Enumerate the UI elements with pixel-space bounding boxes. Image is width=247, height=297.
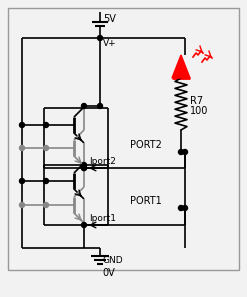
Circle shape bbox=[82, 165, 86, 170]
Circle shape bbox=[183, 149, 187, 154]
Circle shape bbox=[82, 103, 86, 108]
Text: GND: GND bbox=[102, 256, 123, 265]
Circle shape bbox=[82, 222, 86, 228]
Bar bbox=[8, 8, 239, 270]
Text: R7: R7 bbox=[190, 96, 203, 106]
Text: Iport2: Iport2 bbox=[89, 157, 116, 166]
Circle shape bbox=[183, 206, 187, 211]
Text: Iport1: Iport1 bbox=[89, 214, 116, 223]
Circle shape bbox=[43, 146, 48, 151]
Polygon shape bbox=[172, 55, 190, 78]
Circle shape bbox=[179, 149, 184, 154]
Text: 0V: 0V bbox=[102, 268, 115, 278]
Circle shape bbox=[20, 203, 24, 208]
Circle shape bbox=[20, 146, 24, 151]
Circle shape bbox=[43, 178, 48, 184]
Circle shape bbox=[43, 122, 48, 127]
Text: V+: V+ bbox=[103, 39, 117, 48]
Text: PORT2: PORT2 bbox=[130, 140, 162, 150]
Circle shape bbox=[98, 103, 103, 108]
Circle shape bbox=[98, 36, 103, 40]
Circle shape bbox=[20, 178, 24, 184]
Circle shape bbox=[43, 203, 48, 208]
Text: 5V: 5V bbox=[103, 14, 116, 24]
Circle shape bbox=[20, 122, 24, 127]
Circle shape bbox=[179, 206, 184, 211]
Circle shape bbox=[82, 162, 86, 168]
Text: 100: 100 bbox=[190, 106, 208, 116]
Circle shape bbox=[82, 165, 86, 170]
Text: PORT1: PORT1 bbox=[130, 196, 162, 206]
